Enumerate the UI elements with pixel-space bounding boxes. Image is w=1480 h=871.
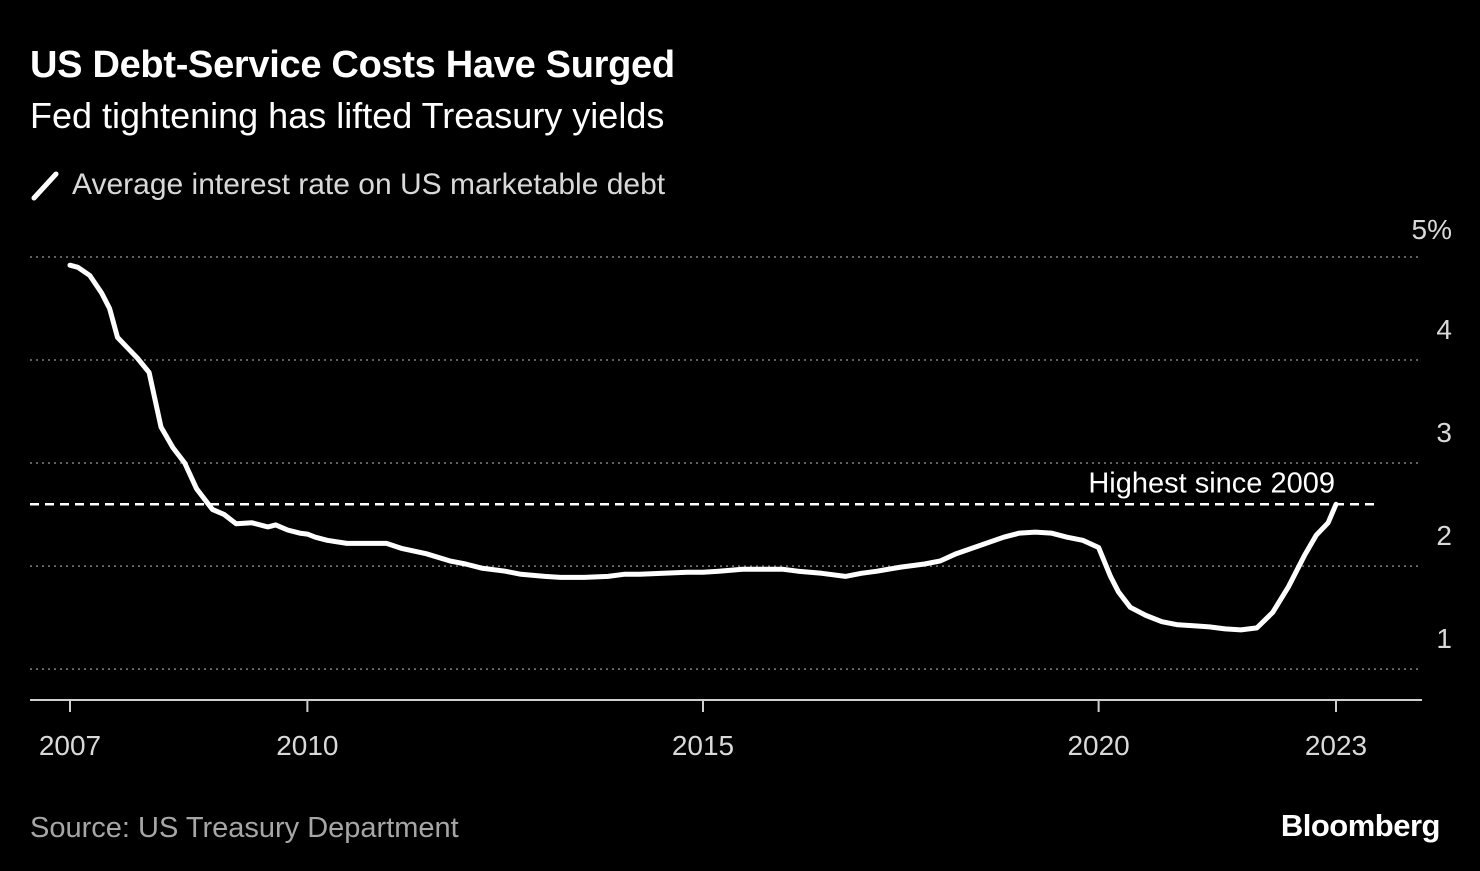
x-tick-label: 2007 bbox=[39, 730, 101, 761]
x-tick-label: 2023 bbox=[1305, 730, 1367, 761]
y-tick-label: 3 bbox=[1436, 417, 1452, 448]
axis-layer bbox=[30, 699, 1422, 712]
reference-label: Highest since 2009 bbox=[1088, 467, 1335, 499]
y-tick-label: 4 bbox=[1436, 314, 1452, 345]
y-tick-label: 2 bbox=[1436, 520, 1452, 551]
series-line-0 bbox=[67, 262, 1339, 633]
grid-layer bbox=[30, 256, 1422, 670]
legend-line-icon bbox=[31, 171, 59, 201]
chart-title: US Debt-Service Costs Have Surged bbox=[30, 44, 675, 86]
bloomberg-logo: Bloomberg bbox=[1280, 808, 1441, 843]
y-tick-label: 1 bbox=[1436, 623, 1452, 654]
x-tick-label: 2015 bbox=[672, 730, 734, 761]
x-tick-label: 2020 bbox=[1067, 730, 1129, 761]
label-layer: 5% 4 3 2 1 2007 2010 2015 2020 2023 Highest since … bbox=[39, 214, 1452, 761]
source-note: Source: US Treasury Department bbox=[30, 812, 459, 844]
x-tick-label: 2010 bbox=[276, 730, 338, 761]
legend-label: Average interest rate on US marketable d… bbox=[72, 168, 666, 201]
y-tick-label: 5% bbox=[1412, 214, 1452, 245]
legend: Average interest rate on US marketable d… bbox=[30, 168, 665, 202]
series-layer bbox=[67, 262, 1339, 633]
chart-subtitle: Fed tightening has lifted Treasury yield… bbox=[30, 95, 665, 136]
